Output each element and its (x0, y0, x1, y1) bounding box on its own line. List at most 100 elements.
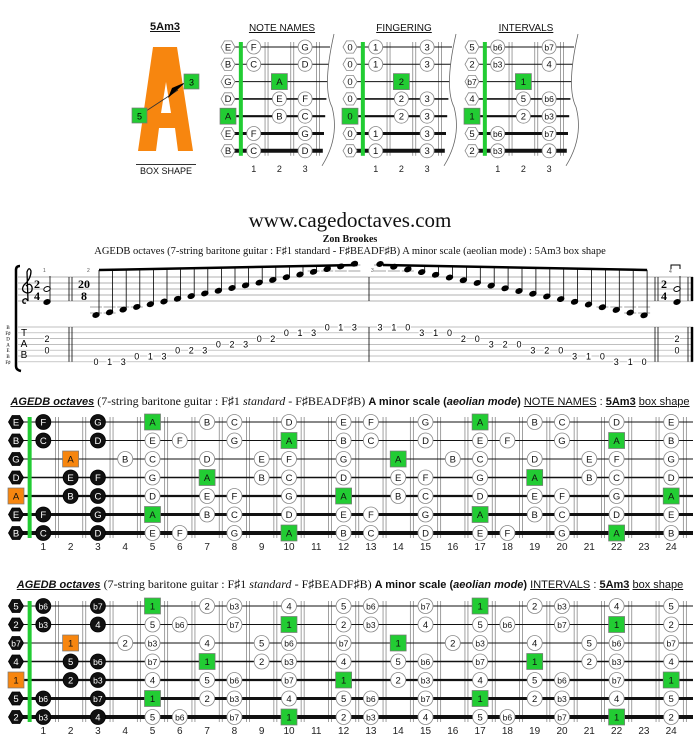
note-marker: 1 (335, 671, 352, 689)
note-marker: 3 (419, 143, 435, 159)
note-label: F (286, 454, 292, 465)
note-label: 2 (399, 94, 404, 105)
note-label: b6 (39, 601, 49, 611)
note-marker: b3 (144, 635, 161, 651)
note-circle (226, 616, 243, 633)
note-label: 5 (532, 675, 537, 686)
fret-number: 1 (495, 164, 500, 174)
nut (27, 601, 32, 722)
note-label: b7 (421, 601, 431, 611)
note-label: G (231, 528, 238, 539)
note-label: 5 (259, 638, 264, 649)
note-label: E (668, 510, 674, 521)
note-label: b3 (557, 694, 567, 704)
fret-number: 2 (399, 164, 404, 174)
note-circle (608, 653, 625, 670)
note-marker: b6 (490, 126, 506, 141)
note-circle (335, 414, 352, 430)
note-marker: F (246, 126, 262, 141)
note-label: b6 (503, 620, 513, 630)
fret-number: 3 (95, 542, 101, 553)
note-marker: 1 (608, 708, 625, 726)
note-marker: G (663, 451, 680, 467)
note-marker: E (526, 488, 543, 504)
note-label: 4 (614, 601, 619, 612)
tab-number: 0 (44, 346, 49, 356)
note-circle (417, 414, 434, 430)
box-note-circle (90, 469, 106, 486)
note-label: G (422, 510, 429, 521)
note-label: E (67, 473, 73, 484)
note-marker: b6 (554, 672, 570, 688)
note-label: B (13, 436, 19, 447)
fret-number: 3 (303, 164, 308, 174)
note-marker: D (608, 506, 625, 523)
note-label: b7 (284, 675, 294, 685)
note-label: B (532, 510, 538, 521)
note-label: b7 (93, 694, 103, 704)
tab-letter: A (21, 339, 28, 350)
tab-number: 0 (642, 357, 647, 367)
note-marker: 4 (541, 56, 557, 72)
box-note-circle (90, 616, 106, 633)
note-marker: B (335, 525, 352, 541)
note-marker: 4 (90, 616, 106, 633)
note-marker: 5 (516, 91, 531, 107)
note-marker: b3 (90, 672, 106, 688)
note-label: b6 (544, 94, 554, 104)
note-circle (253, 469, 270, 486)
note-label: F (368, 417, 374, 428)
title-scale: A minor scale ( (374, 579, 454, 591)
title-standard: standard (242, 394, 286, 408)
note-label: C (613, 473, 620, 484)
note-circle (171, 709, 188, 725)
fret-number: 2 (68, 726, 74, 737)
note-circle (281, 598, 297, 614)
fret-number: 14 (393, 542, 405, 553)
note-label: E (532, 491, 538, 502)
note-circle (554, 672, 570, 688)
note-label: E (225, 42, 231, 53)
note-marker: C (362, 525, 379, 541)
note-marker: F (90, 469, 106, 486)
box-note-circle (90, 414, 106, 430)
root-square (335, 671, 352, 689)
box-note-circle (35, 690, 52, 707)
tuning-label: E (6, 349, 9, 354)
note-circle (608, 451, 625, 467)
note-label: b6 (175, 712, 185, 722)
fret-number: 2 (68, 542, 74, 553)
note-label: D (94, 528, 101, 539)
note-label: G (422, 417, 429, 428)
note-marker: 5 (390, 653, 407, 670)
note-label: 4 (13, 657, 18, 668)
fret-number: 1 (251, 164, 256, 174)
note-label: 4 (546, 60, 551, 71)
tab-number: 1 (107, 357, 112, 367)
tab-number-bg (390, 323, 397, 331)
note-marker: C (417, 488, 434, 504)
note-marker: 2 (199, 598, 216, 614)
note-marker: b6 (499, 616, 516, 633)
note-label: C (40, 436, 47, 447)
note-marker: b6 (362, 690, 379, 707)
tab-number: 3 (489, 340, 494, 350)
note-circle (444, 635, 461, 651)
note-marker: F (499, 432, 516, 449)
time-signature: 4 (34, 289, 40, 303)
tab-number: 1 (586, 351, 591, 361)
note-circle (554, 432, 570, 449)
note-marker: E (663, 506, 680, 523)
note-label: E (276, 94, 282, 105)
note-label: 2 (587, 657, 592, 668)
tab-number: 2 (270, 334, 275, 344)
fret-number: 3 (95, 726, 101, 737)
tab-number: 2 (503, 340, 508, 350)
note-label: E (149, 436, 155, 447)
note-label: D (225, 94, 232, 105)
note-marker: E (220, 127, 236, 141)
note-circle (663, 525, 680, 541)
note-label: 2 (399, 112, 404, 123)
note-marker: G (554, 525, 570, 541)
intervals-fretboard: 1 2 3 4 5 6 7 8 9 10 11 12 13 14 15 16 17 18 19 20 21 22 23 245… (7, 597, 693, 737)
